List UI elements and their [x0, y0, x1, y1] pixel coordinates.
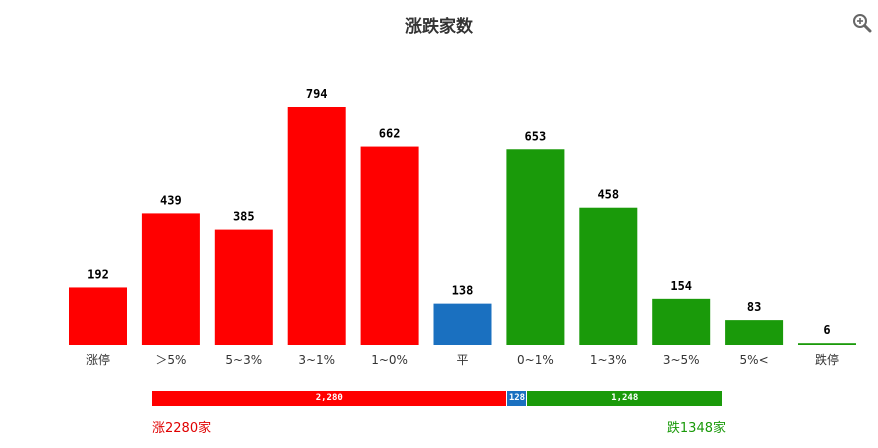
bar-8[interactable] — [652, 298, 711, 345]
zoom-in-icon[interactable] — [852, 13, 872, 33]
bar-chart: 192 涨停 439 ＞5% 385 5~3% 794 3~1% 662 1~0% 138 平 653 0… — [69, 87, 856, 367]
category-label: ＞5% — [155, 353, 186, 367]
up-down-summary-bar: 2,280 128 1,248 — [152, 391, 722, 406]
up-count-text: 涨2280家 — [152, 421, 212, 436]
bar-3[interactable] — [287, 107, 346, 345]
summary-up-segment: 2,280 — [152, 391, 508, 406]
bar-1[interactable] — [141, 213, 200, 345]
bar-4[interactable] — [360, 146, 419, 345]
category-label: 1~3% — [590, 353, 627, 367]
summary-up-label: 2,280 — [315, 393, 343, 403]
bar-value-label: 794 — [306, 87, 328, 101]
bar-2[interactable] — [214, 229, 273, 345]
category-label: 3~5% — [663, 353, 700, 367]
summary-down-label: 1,248 — [611, 393, 639, 403]
category-label: 5%< — [740, 353, 769, 367]
category-label: 3~1% — [298, 353, 335, 367]
summary-flat-segment: 128 — [507, 391, 528, 406]
summary-down-segment: 1,248 — [527, 391, 722, 406]
bar-0[interactable] — [69, 287, 127, 345]
bar-value-label: 439 — [160, 193, 182, 207]
bar-value-label: 385 — [233, 210, 255, 224]
bar-value-label: 192 — [87, 267, 109, 281]
bar-9[interactable] — [725, 320, 784, 345]
category-label: 跌停 — [815, 352, 839, 367]
down-count-text: 跌1348家 — [666, 421, 726, 436]
bar-10[interactable] — [798, 343, 856, 345]
bar-5[interactable] — [433, 303, 492, 345]
bar-6[interactable] — [506, 149, 565, 345]
category-label: 5~3% — [225, 353, 262, 367]
bar-value-label: 458 — [597, 188, 619, 202]
bar-value-label: 653 — [525, 129, 547, 143]
bar-value-label: 138 — [452, 284, 474, 298]
bar-value-label: 6 — [823, 323, 830, 337]
bar-value-label: 83 — [747, 300, 761, 314]
category-label: 平 — [456, 353, 468, 367]
bar-value-label: 154 — [670, 279, 692, 293]
category-label: 1~0% — [371, 353, 408, 367]
chart-title: 涨跌家数 — [405, 17, 473, 37]
category-label: 0~1% — [517, 353, 554, 367]
bar-7[interactable] — [579, 207, 638, 345]
category-label: 涨停 — [86, 352, 110, 367]
summary-flat-label: 128 — [508, 393, 526, 403]
bar-value-label: 662 — [379, 127, 401, 141]
